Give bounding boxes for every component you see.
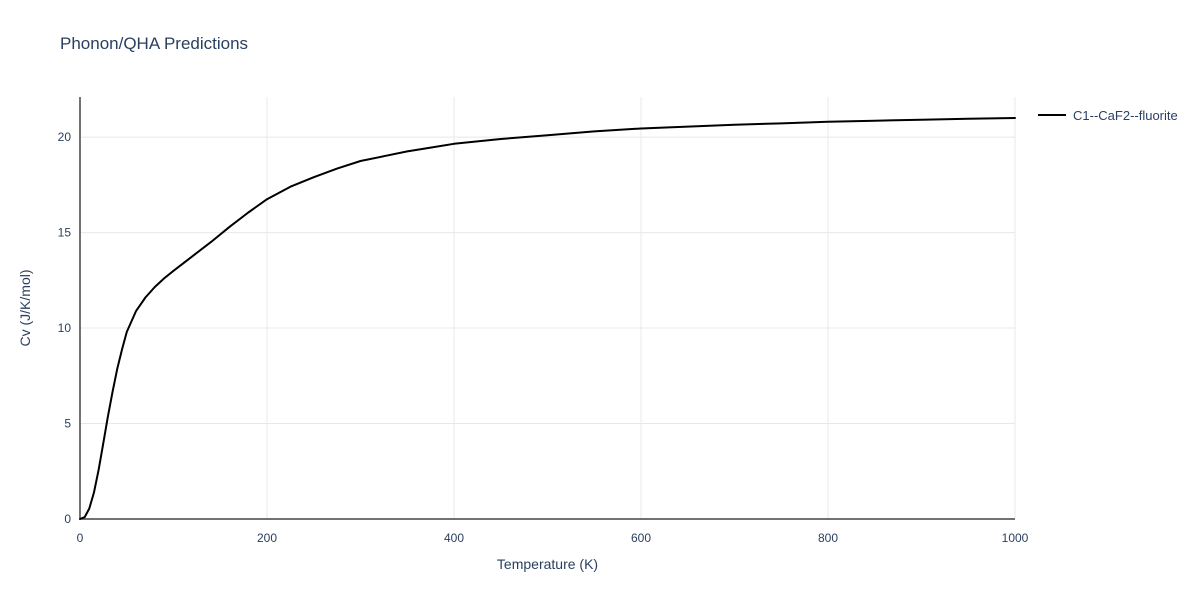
legend[interactable]: C1--CaF2--fluorite: [1038, 106, 1178, 124]
svg-text:15: 15: [58, 226, 72, 240]
svg-text:20: 20: [58, 130, 72, 144]
svg-text:5: 5: [64, 417, 71, 431]
svg-text:1000: 1000: [1002, 531, 1029, 545]
svg-text:600: 600: [631, 531, 651, 545]
y-axis-label: Cv (J/K/mol): [17, 269, 33, 347]
svg-text:400: 400: [444, 531, 464, 545]
x-axis-label: Temperature (K): [496, 556, 599, 572]
legend-series-label[interactable]: C1--CaF2--fluorite: [1073, 107, 1178, 123]
chart-title: Phonon/QHA Predictions: [60, 34, 249, 53]
svg-text:0: 0: [77, 531, 84, 545]
svg-text:10: 10: [58, 321, 72, 335]
svg-text:0: 0: [64, 512, 71, 526]
legend-line-sample-icon: [1038, 114, 1066, 116]
svg-text:200: 200: [257, 531, 277, 545]
svg-text:800: 800: [818, 531, 838, 545]
